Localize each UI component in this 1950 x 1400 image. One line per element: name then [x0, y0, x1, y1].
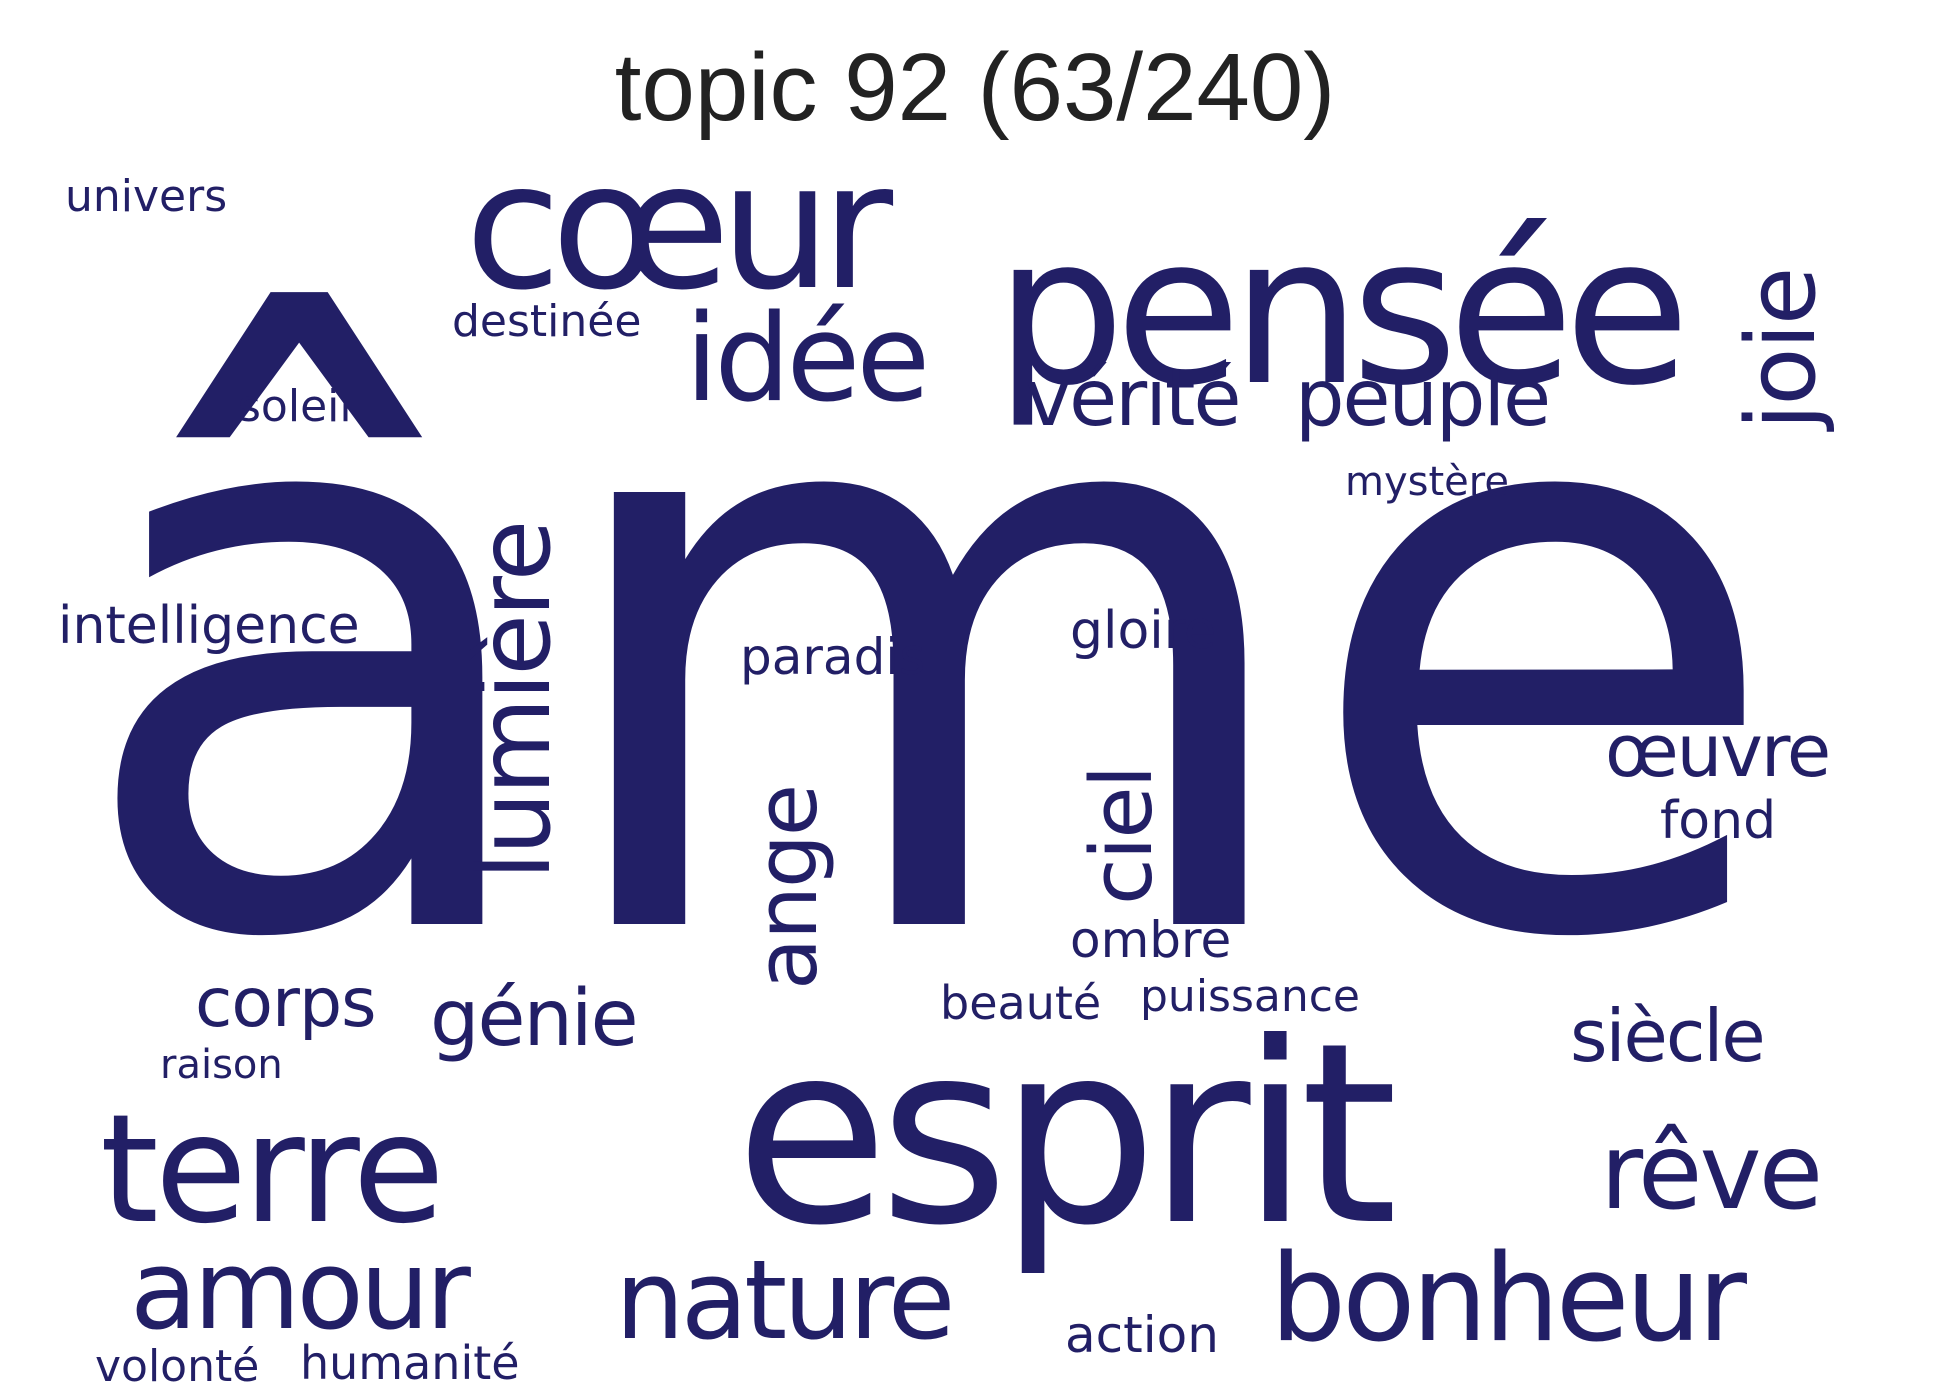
word-ame: âme — [70, 192, 1786, 1111]
word-genie: génie — [430, 974, 639, 1064]
word-esprit: esprit — [735, 989, 1398, 1280]
word-verite: vérité — [1025, 354, 1241, 444]
word-terre: terre — [100, 1083, 445, 1257]
word-raison: raison — [160, 1042, 283, 1088]
word-fond: fond — [1660, 791, 1777, 851]
word-pensee: pensée — [995, 193, 1690, 431]
word-corps: corps — [195, 964, 377, 1043]
word-univers: univers — [65, 171, 228, 222]
word-nature: nature — [615, 1236, 955, 1364]
word-coeur: cœur — [465, 126, 893, 329]
word-soleil: soleil — [238, 381, 352, 432]
word-joie: joie — [1727, 268, 1837, 430]
word-ciel: ciel — [1073, 766, 1172, 905]
word-ange: ange — [738, 785, 837, 990]
word-paradis: paradis — [740, 628, 926, 686]
word-amour: amour — [130, 1226, 471, 1354]
word-volonte: volonté — [95, 1341, 260, 1392]
word-mystere: mystère — [1345, 459, 1509, 505]
word-reve: rêve — [1600, 1111, 1823, 1233]
word-puissance: puissance — [1140, 971, 1360, 1022]
word-siecle: siècle — [1570, 994, 1766, 1078]
word-destinee: destinée — [452, 296, 642, 347]
word-peuple: peuple — [1295, 354, 1551, 444]
chart-title: topic 92 (63/240) — [614, 34, 1336, 141]
word-oeuvre: œuvre — [1605, 709, 1831, 793]
word-beaute: beauté — [940, 976, 1102, 1030]
word-lumiere: lumière — [456, 522, 573, 880]
word-bonheur: bonheur — [1270, 1230, 1747, 1369]
word-idee: idée — [685, 290, 930, 429]
word-ombre: ombre — [1070, 911, 1232, 969]
word-action: action — [1065, 1306, 1219, 1364]
word-humanite: humanité — [300, 1336, 520, 1390]
word-gloire: gloire — [1070, 601, 1216, 661]
word-intelligence: intelligence — [58, 596, 360, 656]
